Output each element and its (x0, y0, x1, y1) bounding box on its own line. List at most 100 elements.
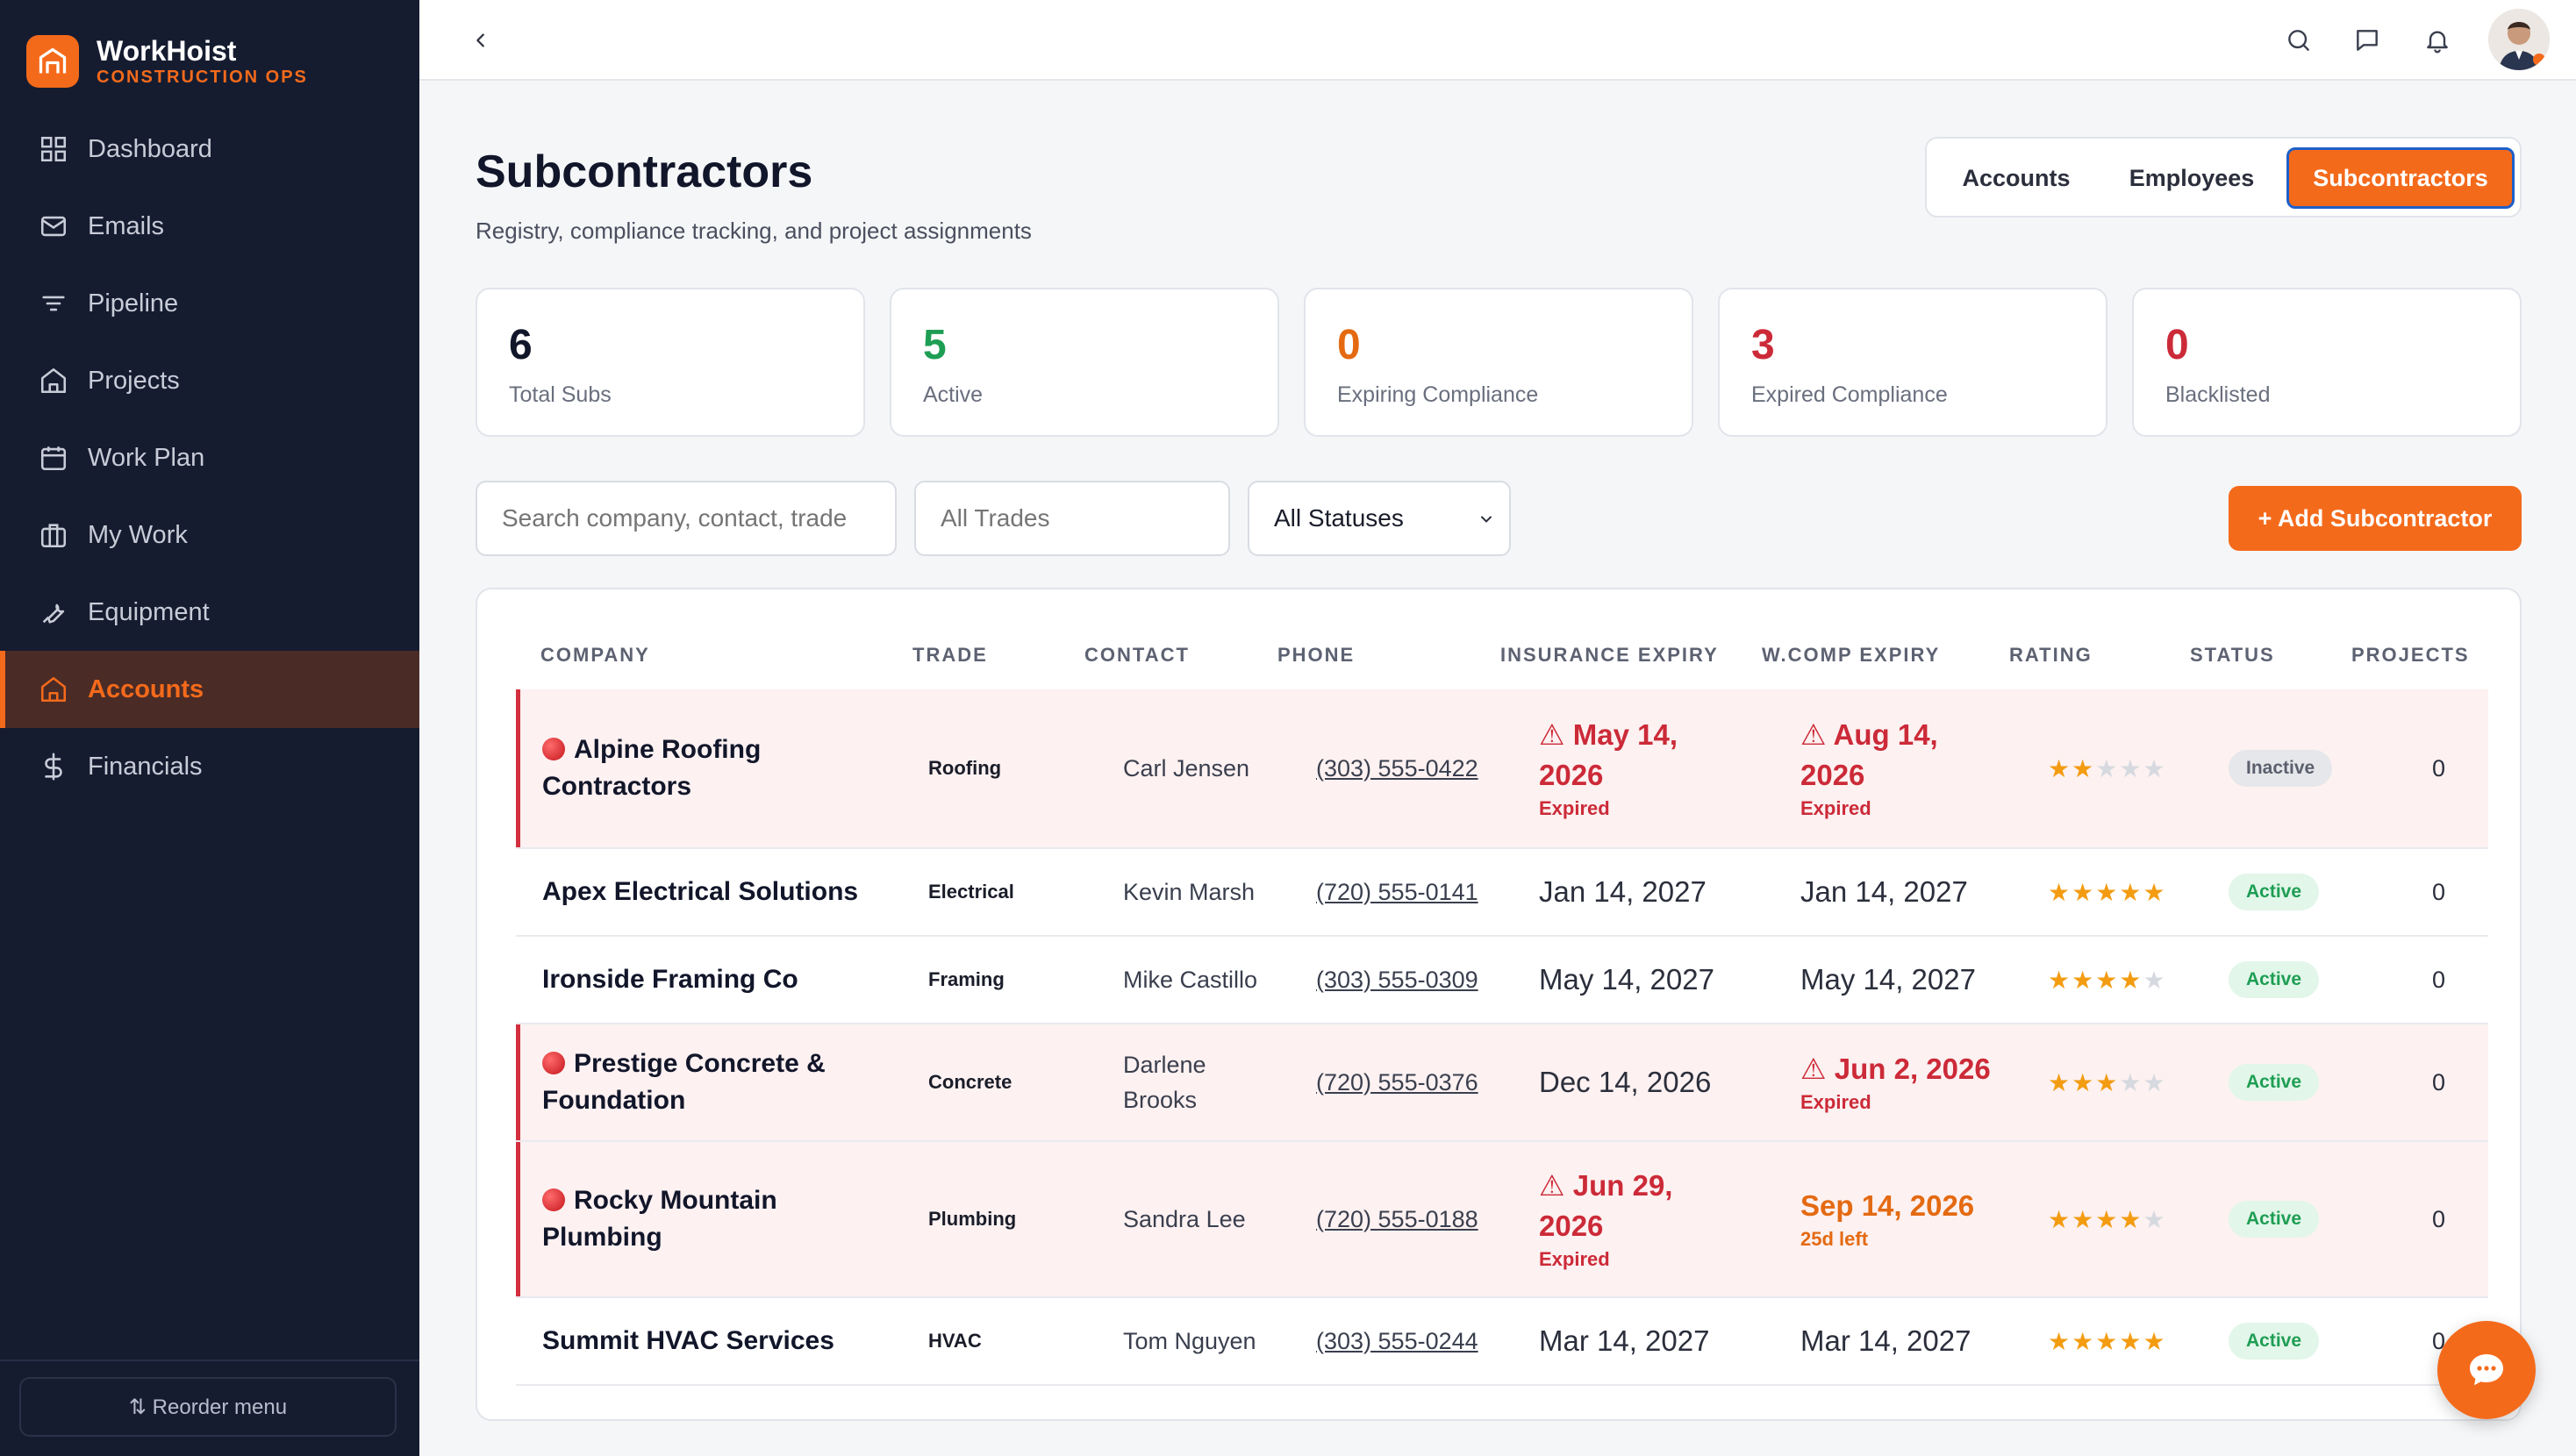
stat-label: Expired Compliance (1751, 382, 1948, 407)
table-row[interactable]: Alpine Roofing Contractors Roofing Carl J… (516, 689, 2488, 849)
status-badge: Active (2229, 1064, 2320, 1101)
column-header-projects[interactable]: PROJECTS (2351, 644, 2470, 666)
star-empty-icon: ★ (2119, 754, 2143, 782)
projects-count: 0 (2432, 966, 2446, 993)
status-badge: Active (2229, 1323, 2320, 1360)
column-header-wcomp-expiry[interactable]: W.COMP EXPIRY (1762, 644, 1941, 666)
tab-accounts[interactable]: Accounts (1962, 164, 2071, 191)
column-header-rating[interactable]: RATING (2009, 644, 2093, 666)
column-header-contact[interactable]: CONTACT (1084, 644, 1190, 666)
phone-link[interactable]: (303) 555-0309 (1316, 966, 1478, 993)
nav-item-financials[interactable]: Financials (0, 728, 419, 805)
chat-launcher-button[interactable] (2437, 1321, 2536, 1419)
table-row[interactable]: Summit HVAC Services HVAC Tom Nguyen (30… (516, 1298, 2488, 1386)
chat-bubble-icon[interactable] (2348, 21, 2386, 60)
trade-cell: Plumbing (928, 1208, 1017, 1230)
nav-item-pipeline[interactable]: Pipeline (0, 265, 419, 342)
company-name[interactable]: Alpine Roofing Contractors (542, 689, 893, 847)
avatar[interactable] (2488, 9, 2550, 70)
add-subcontractor-button[interactable]: + Add Subcontractor (2229, 486, 2522, 551)
nav-label: My Work (88, 520, 188, 549)
stat-value: 3 (1751, 322, 1775, 368)
ins-expiry-cell: Mar 14, 2027 (1539, 1298, 1776, 1384)
star-empty-icon: ★ (2095, 754, 2120, 782)
contact-cell: Tom Nguyen (1123, 1298, 1290, 1384)
ins-expiry-date: ⚠ May 14, (1539, 718, 1678, 751)
contact-cell: Mike Castillo (1123, 937, 1290, 1023)
nav-item-projects[interactable]: Projects (0, 342, 419, 419)
table-row[interactable]: Apex Electrical Solutions Electrical Kev… (516, 849, 2488, 937)
contact-name-line1: Darlene (1123, 1052, 1206, 1078)
ins-expiry-cell: ⚠ Jun 29, 2026 Expired (1539, 1142, 1776, 1296)
company-name-line1: Rocky Mountain (574, 1186, 777, 1215)
status-select[interactable]: All Statuses (1248, 481, 1511, 556)
rating-stars: ★ ★ ★ ★ ★ (2048, 1298, 2167, 1384)
status-badge: Inactive (2229, 750, 2333, 787)
account-type-tabs: Accounts Employees Subcontractors (1925, 137, 2522, 218)
table-row[interactable]: Ironside Framing Co Framing Mike Castill… (516, 937, 2488, 1024)
phone-link[interactable]: (720) 555-0188 (1316, 1205, 1478, 1232)
rating-stars: ★ ★ ★ ★ ★ (2048, 1142, 2167, 1296)
nav-label: Financials (88, 752, 203, 781)
warehouse-logo-icon (26, 35, 79, 88)
main-nav: Dashboard Emails Pipeline Projects Work … (0, 111, 419, 805)
search-input[interactable] (476, 481, 897, 556)
ins-expiry-date-line2: 2026 (1539, 759, 1604, 791)
projects-count: 0 (2432, 1068, 2446, 1096)
column-header-trade[interactable]: TRADE (912, 644, 988, 666)
dollar-icon (45, 753, 62, 781)
tab-subcontractors[interactable]: Subcontractors (2286, 147, 2515, 209)
phone-link[interactable]: (303) 555-0422 (1316, 754, 1478, 782)
bell-icon[interactable] (2418, 21, 2457, 60)
brand-name: WorkHoist (97, 35, 237, 67)
nav-item-dashboard[interactable]: Dashboard (0, 111, 419, 188)
trade-filter-input[interactable] (914, 481, 1230, 556)
building-icon (40, 676, 67, 703)
brand[interactable]: WorkHoist CONSTRUCTION OPS (26, 35, 308, 88)
phone-link[interactable]: (303) 555-0244 (1316, 1327, 1478, 1354)
nav-item-work-plan[interactable]: Work Plan (0, 419, 419, 496)
table-row[interactable]: Rocky Mountain Plumbing Plumbing Sandra L… (516, 1142, 2488, 1298)
stat-card-total-subs: 6 Total Subs (476, 288, 865, 437)
wc-expiry-date: ⚠ Aug 14, (1800, 718, 1938, 751)
nav-item-my-work[interactable]: My Work (0, 496, 419, 574)
company-name-line2: Contractors (542, 772, 692, 801)
company-name[interactable]: Summit HVAC Services (542, 1298, 893, 1384)
rating-stars: ★ ★ ★ ★ ★ (2048, 689, 2167, 847)
company-name[interactable]: Ironside Framing Co (542, 937, 893, 1023)
status-cell: Active (2229, 1142, 2320, 1296)
nav-label: Projects (88, 366, 180, 395)
star-filled-icon: ★ (2048, 1327, 2072, 1355)
company-name-line1: Apex Electrical Solutions (542, 877, 859, 906)
column-header-company[interactable]: COMPANY (540, 644, 650, 666)
ins-expiry-date: May 14, 2027 (1539, 963, 1714, 996)
star-filled-icon: ★ (2072, 966, 2096, 994)
star-empty-icon: ★ (2143, 966, 2167, 994)
column-header-phone[interactable]: PHONE (1277, 644, 1356, 666)
nav-item-equipment[interactable]: Equipment (0, 574, 419, 651)
star-filled-icon: ★ (2095, 966, 2120, 994)
phone-link[interactable]: (720) 555-0141 (1316, 878, 1478, 905)
search-icon[interactable] (2279, 21, 2318, 60)
contact-name-line1: Tom Nguyen (1123, 1328, 1256, 1354)
contact-name-line1: Mike Castillo (1123, 967, 1258, 993)
phone-link[interactable]: (720) 555-0376 (1316, 1068, 1478, 1096)
company-name[interactable]: Prestige Concrete & Foundation (542, 1024, 893, 1140)
back-chevron-icon[interactable] (463, 23, 498, 58)
tab-employees[interactable]: Employees (2129, 164, 2255, 191)
ins-expiry-date-line2: 2026 (1539, 1210, 1604, 1242)
wc-expiry-cell: ⚠ Aug 14, 2026 Expired (1800, 689, 2046, 847)
ins-expiry-cell: ⚠ May 14, 2026 Expired (1539, 689, 1776, 847)
wrench-icon (42, 603, 65, 624)
nav-item-accounts[interactable]: Accounts (0, 651, 419, 728)
company-name[interactable]: Rocky Mountain Plumbing (542, 1142, 893, 1296)
nav-label: Accounts (88, 674, 204, 703)
company-name[interactable]: Apex Electrical Solutions (542, 849, 893, 935)
sidebar-footer: ⇅ Reorder menu (0, 1360, 419, 1456)
reorder-menu-button[interactable]: ⇅ Reorder menu (19, 1377, 397, 1437)
nav-item-emails[interactable]: Emails (0, 188, 419, 265)
column-header-status[interactable]: STATUS (2190, 644, 2275, 666)
contact-name-line1: Kevin Marsh (1123, 879, 1256, 905)
column-header-insurance-expiry[interactable]: INSURANCE EXPIRY (1500, 644, 1719, 666)
table-row[interactable]: Prestige Concrete & Foundation Concrete D… (516, 1024, 2488, 1142)
